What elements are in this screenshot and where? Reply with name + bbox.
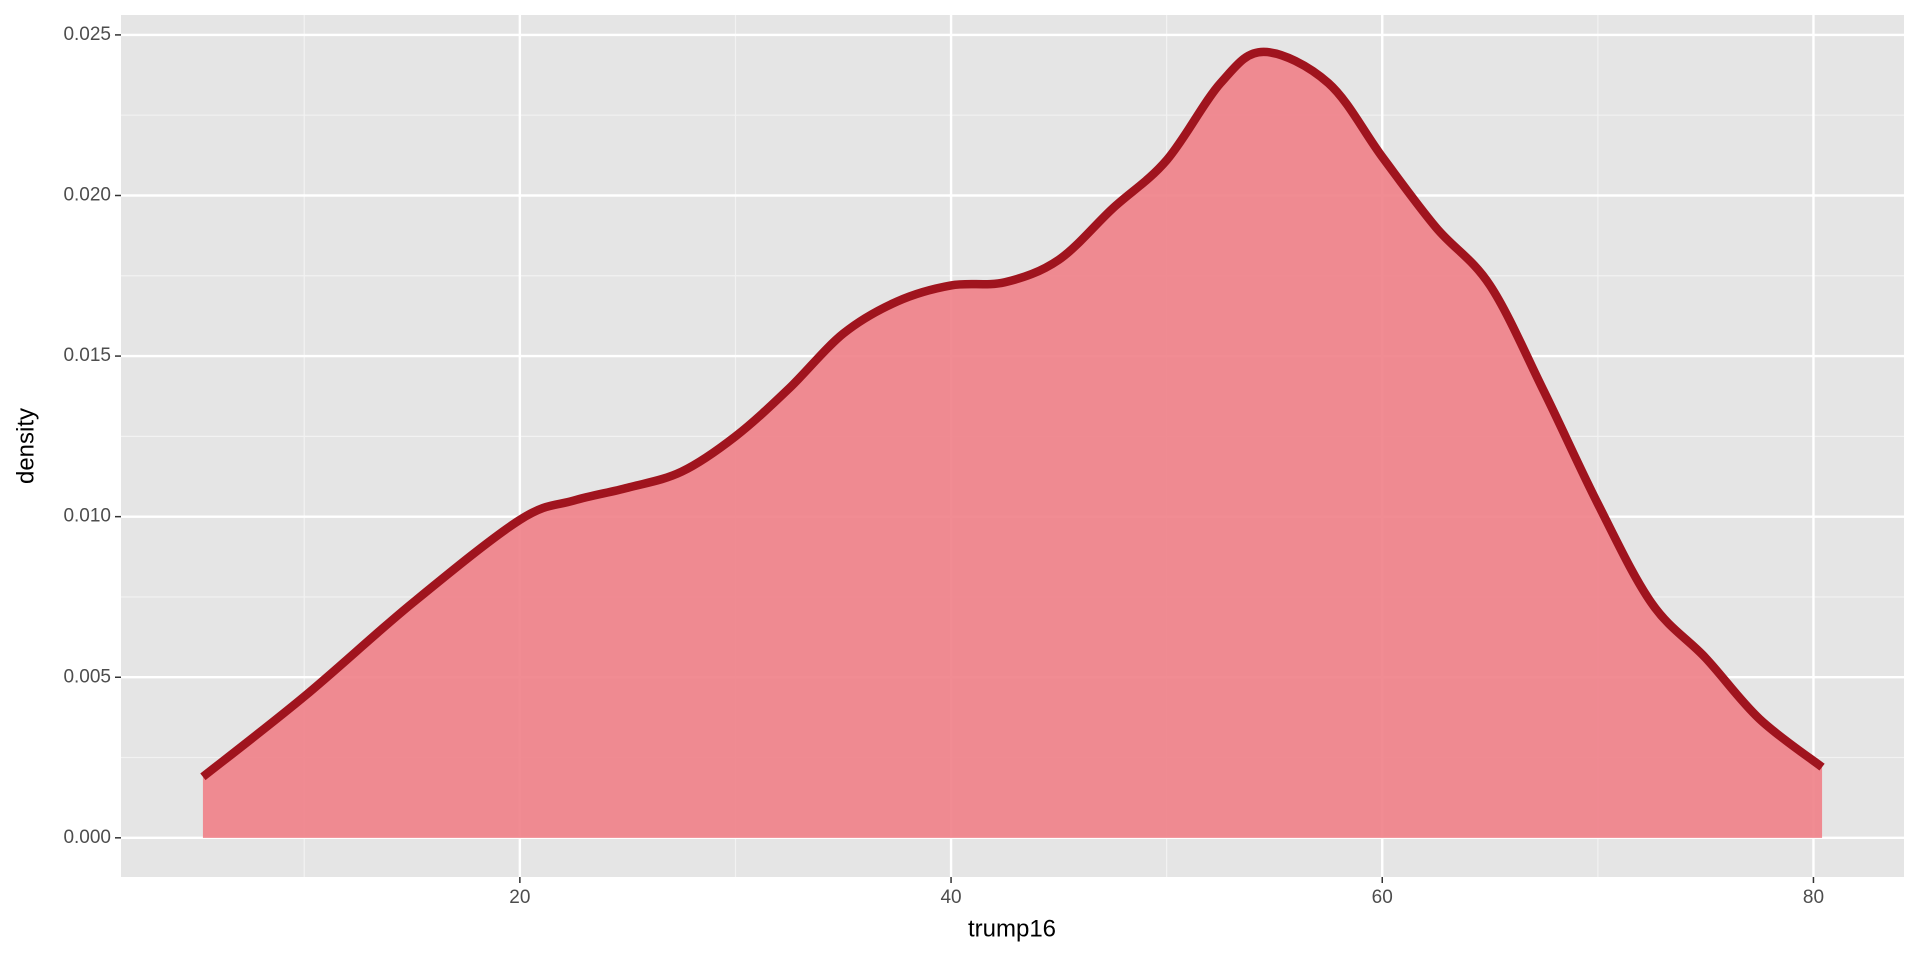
x-axis-title: trump16	[968, 915, 1056, 942]
y-tick-label: 0.015	[63, 345, 111, 366]
x-tick-label: 60	[1372, 887, 1393, 908]
y-tick-label: 0.005	[63, 666, 111, 687]
x-tick-label: 20	[509, 887, 530, 908]
marks	[200, 47, 1825, 838]
x-tick-label: 40	[940, 887, 961, 908]
y-tick-label: 0.010	[63, 506, 111, 527]
y-tick-label: 0.020	[63, 185, 111, 206]
y-tick-label: 0.025	[63, 24, 111, 45]
axes: 20 40 60 80 0.000 0.005 0.010 0.015 0.020 0.025	[63, 24, 1824, 908]
x-tick-label: 80	[1803, 887, 1824, 908]
density-line	[200, 47, 1825, 781]
density-area	[202, 51, 1823, 838]
y-axis-title: density	[12, 408, 39, 484]
y-tick-label: 0.000	[63, 827, 111, 848]
